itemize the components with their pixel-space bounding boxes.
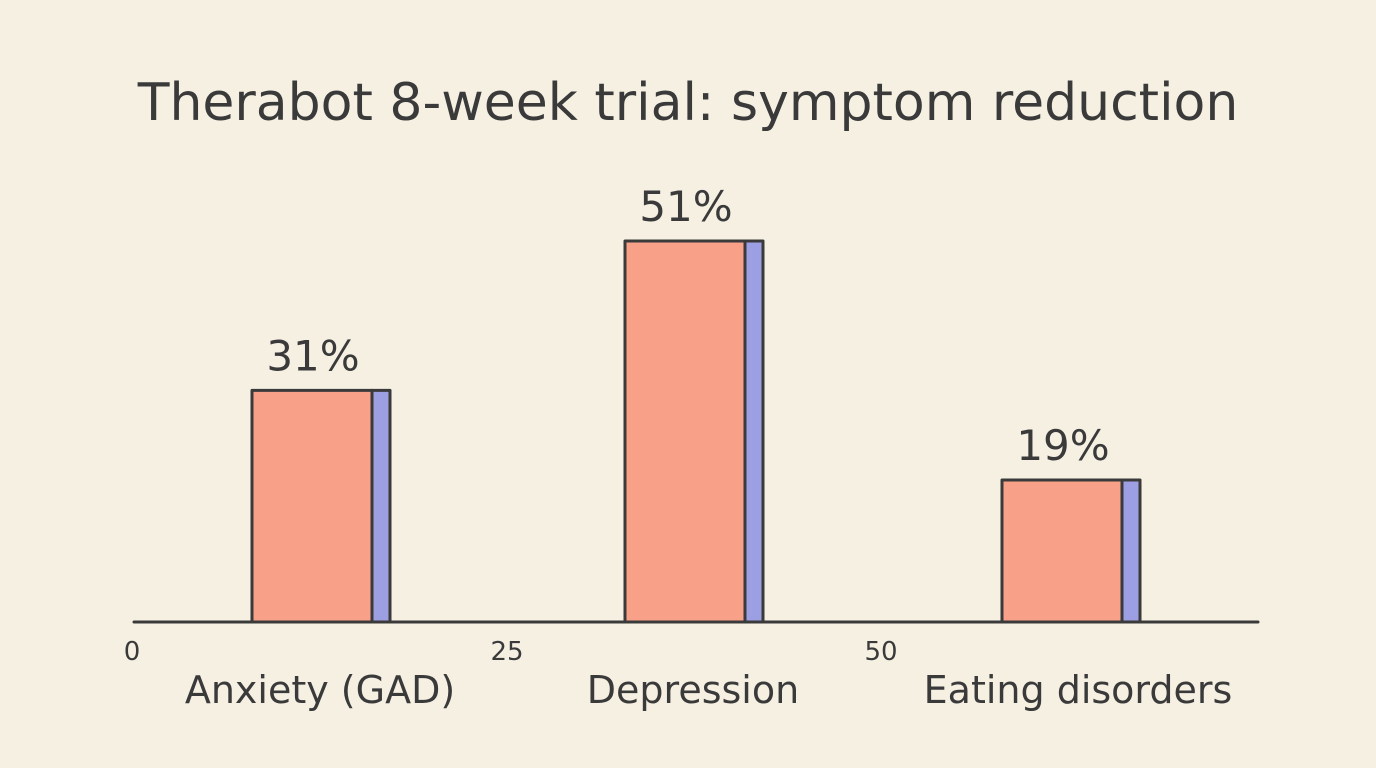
bar-group: 31% [250,331,392,624]
bar-side [370,388,392,624]
bar [623,239,747,624]
bars-layer: 31% 51% 19% [250,182,1142,624]
x-tick-label: 25 [490,637,523,667]
bar [1000,478,1124,624]
x-tick-label: 0 [124,637,141,667]
chart-title: Therabot 8-week trial: symptom reduction [137,73,1239,133]
bar-group: 51% [623,182,765,624]
bar-side [1120,478,1142,624]
x-tick-label: 50 [864,637,897,667]
bar-value-label: 31% [266,331,359,380]
bar [250,388,374,624]
bar-group: 19% [1000,421,1142,624]
category-label: Anxiety (GAD) [185,668,455,712]
category-label: Eating disorders [924,668,1233,712]
x-ticks-layer: 0 25 50 [124,637,898,667]
bar-value-label: 19% [1016,421,1109,470]
category-label: Depression [587,668,799,712]
bar-value-label: 51% [639,182,732,231]
bar-side [743,239,765,624]
category-labels-layer: Anxiety (GAD) Depression Eating disorders [185,668,1232,712]
